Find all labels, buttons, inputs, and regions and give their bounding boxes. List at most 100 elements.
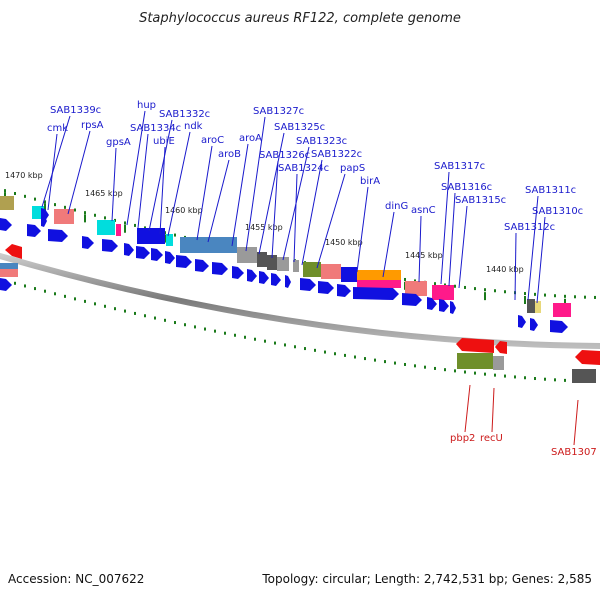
leader-line [245, 116, 266, 252]
tick-dot [274, 341, 276, 345]
cog-strip [54, 209, 74, 224]
gene-label-sab1307[interactable]: SAB1307 [551, 447, 597, 458]
gene-label-sab1325c[interactable]: SAB1325c [274, 122, 325, 133]
forward-gene [300, 278, 316, 291]
cog-strip [572, 369, 596, 383]
tick-dot [494, 289, 496, 293]
leader-line [448, 192, 456, 287]
tick-dot [54, 292, 56, 296]
leader-line [67, 130, 91, 215]
tick-dot [514, 375, 516, 379]
gene-label-sab1311c[interactable]: SAB1311c [525, 185, 576, 196]
tick-dot [384, 360, 386, 364]
tick-dot [484, 292, 486, 301]
cog-strip [535, 301, 541, 313]
label-leaders-reverse [464, 384, 579, 446]
forward-gene [285, 275, 291, 288]
cog-strip [303, 262, 321, 277]
leader-line [573, 399, 579, 446]
tick-dot [194, 325, 196, 329]
leader-line [440, 171, 450, 285]
kbp-labels: 1470 kbp 1465 kbp 1460 kbp 1455 kbp 1450… [5, 171, 524, 274]
forward-gene [318, 281, 334, 294]
tick-dot [154, 316, 156, 320]
gene-label-asnc[interactable]: asnC [411, 205, 436, 216]
leader-line [148, 119, 173, 232]
tick-dot [544, 377, 546, 381]
gene-label-ubie[interactable]: ubiE [153, 136, 175, 147]
cog-strip [527, 299, 535, 313]
cog-strip [553, 303, 571, 317]
gene-label-aroc[interactable]: aroC [201, 135, 224, 146]
cog-strip [97, 220, 115, 235]
forward-genes [0, 208, 568, 333]
cog-strip [237, 247, 257, 263]
reverse-genes [5, 244, 600, 365]
tick-dot [14, 281, 16, 285]
tick-dot [434, 282, 436, 286]
gene-label-sab1316c[interactable]: SAB1316c [441, 182, 492, 193]
tick-dot [174, 233, 176, 237]
kbp-label-1455: 1455 kbp [245, 223, 283, 232]
gene-label-sab1322c[interactable]: SAB1322c [311, 149, 362, 160]
forward-gene [439, 299, 449, 312]
gene-label-sab1332c[interactable]: SAB1332c [159, 109, 210, 120]
tick-dot [544, 293, 546, 297]
leader-line [137, 133, 149, 229]
tick-dot [524, 296, 526, 305]
forward-gene [41, 214, 47, 227]
forward-gene [402, 293, 422, 306]
tick-dot [124, 224, 126, 233]
gene-label-bira[interactable]: birA [360, 176, 380, 187]
tick-dot [254, 337, 256, 341]
gene-label-paps[interactable]: papS [340, 163, 365, 174]
forward-gene [530, 318, 538, 331]
gene-label-sab1334c[interactable]: SAB1334c [130, 123, 181, 134]
reverse-gene [495, 341, 507, 354]
tick-dot [314, 348, 316, 352]
gene-label-sab1310c[interactable]: SAB1310c [532, 206, 583, 217]
gene-label-recu[interactable]: recU [480, 433, 503, 444]
gene-label-cmk[interactable]: cmk [47, 123, 68, 134]
gene-label-pbp2[interactable]: pbp2 [450, 433, 475, 444]
leader-line [196, 145, 213, 241]
tick-dot [404, 362, 406, 366]
tick-dot [134, 223, 136, 227]
gene-label-sab1327c[interactable]: SAB1327c [253, 106, 304, 117]
tick-dot [134, 311, 136, 315]
tick-dot [124, 221, 126, 225]
forward-gene [337, 284, 351, 297]
gene-label-gpsa[interactable]: gpsA [106, 137, 131, 148]
gene-label-arob[interactable]: aroB [218, 149, 241, 160]
tick-dot [4, 189, 6, 193]
forward-gene [0, 218, 12, 231]
gene-label-ndk[interactable]: ndk [184, 121, 203, 132]
gene-label-aroa[interactable]: aroA [239, 133, 262, 144]
forward-gene [212, 262, 228, 275]
kbp-label-1470: 1470 kbp [5, 171, 43, 180]
cog-strip [267, 255, 277, 270]
leader-line [293, 173, 298, 263]
gene-label-hup[interactable]: hup [137, 100, 156, 111]
leader-line [231, 143, 249, 247]
gene-label-sab1317c[interactable]: SAB1317c [434, 161, 485, 172]
cog-strip [166, 234, 173, 246]
tick-dot [174, 321, 176, 325]
tick-dot [494, 373, 496, 377]
gene-label-sab1326c[interactable]: SAB1326c [259, 150, 310, 161]
gene-label-sab1324c[interactable]: SAB1324c [278, 163, 329, 174]
tick-dot [404, 277, 406, 281]
tick-dot [14, 192, 16, 196]
gene-label-rpsa[interactable]: rpsA [81, 120, 104, 131]
cog-strip [357, 280, 401, 288]
tick-dot [484, 288, 486, 292]
tick-dot [204, 327, 206, 331]
gene-label-ding[interactable]: dinG [385, 201, 408, 212]
gene-label-sab1323c[interactable]: SAB1323c [296, 136, 347, 147]
gene-label-sab1312c[interactable]: SAB1312c [504, 222, 555, 233]
tick-dot [184, 323, 186, 327]
gene-label-sab1315c[interactable]: SAB1315c [455, 195, 506, 206]
tick-dot [394, 361, 396, 365]
gene-label-sab1339c[interactable]: SAB1339c [50, 105, 101, 116]
